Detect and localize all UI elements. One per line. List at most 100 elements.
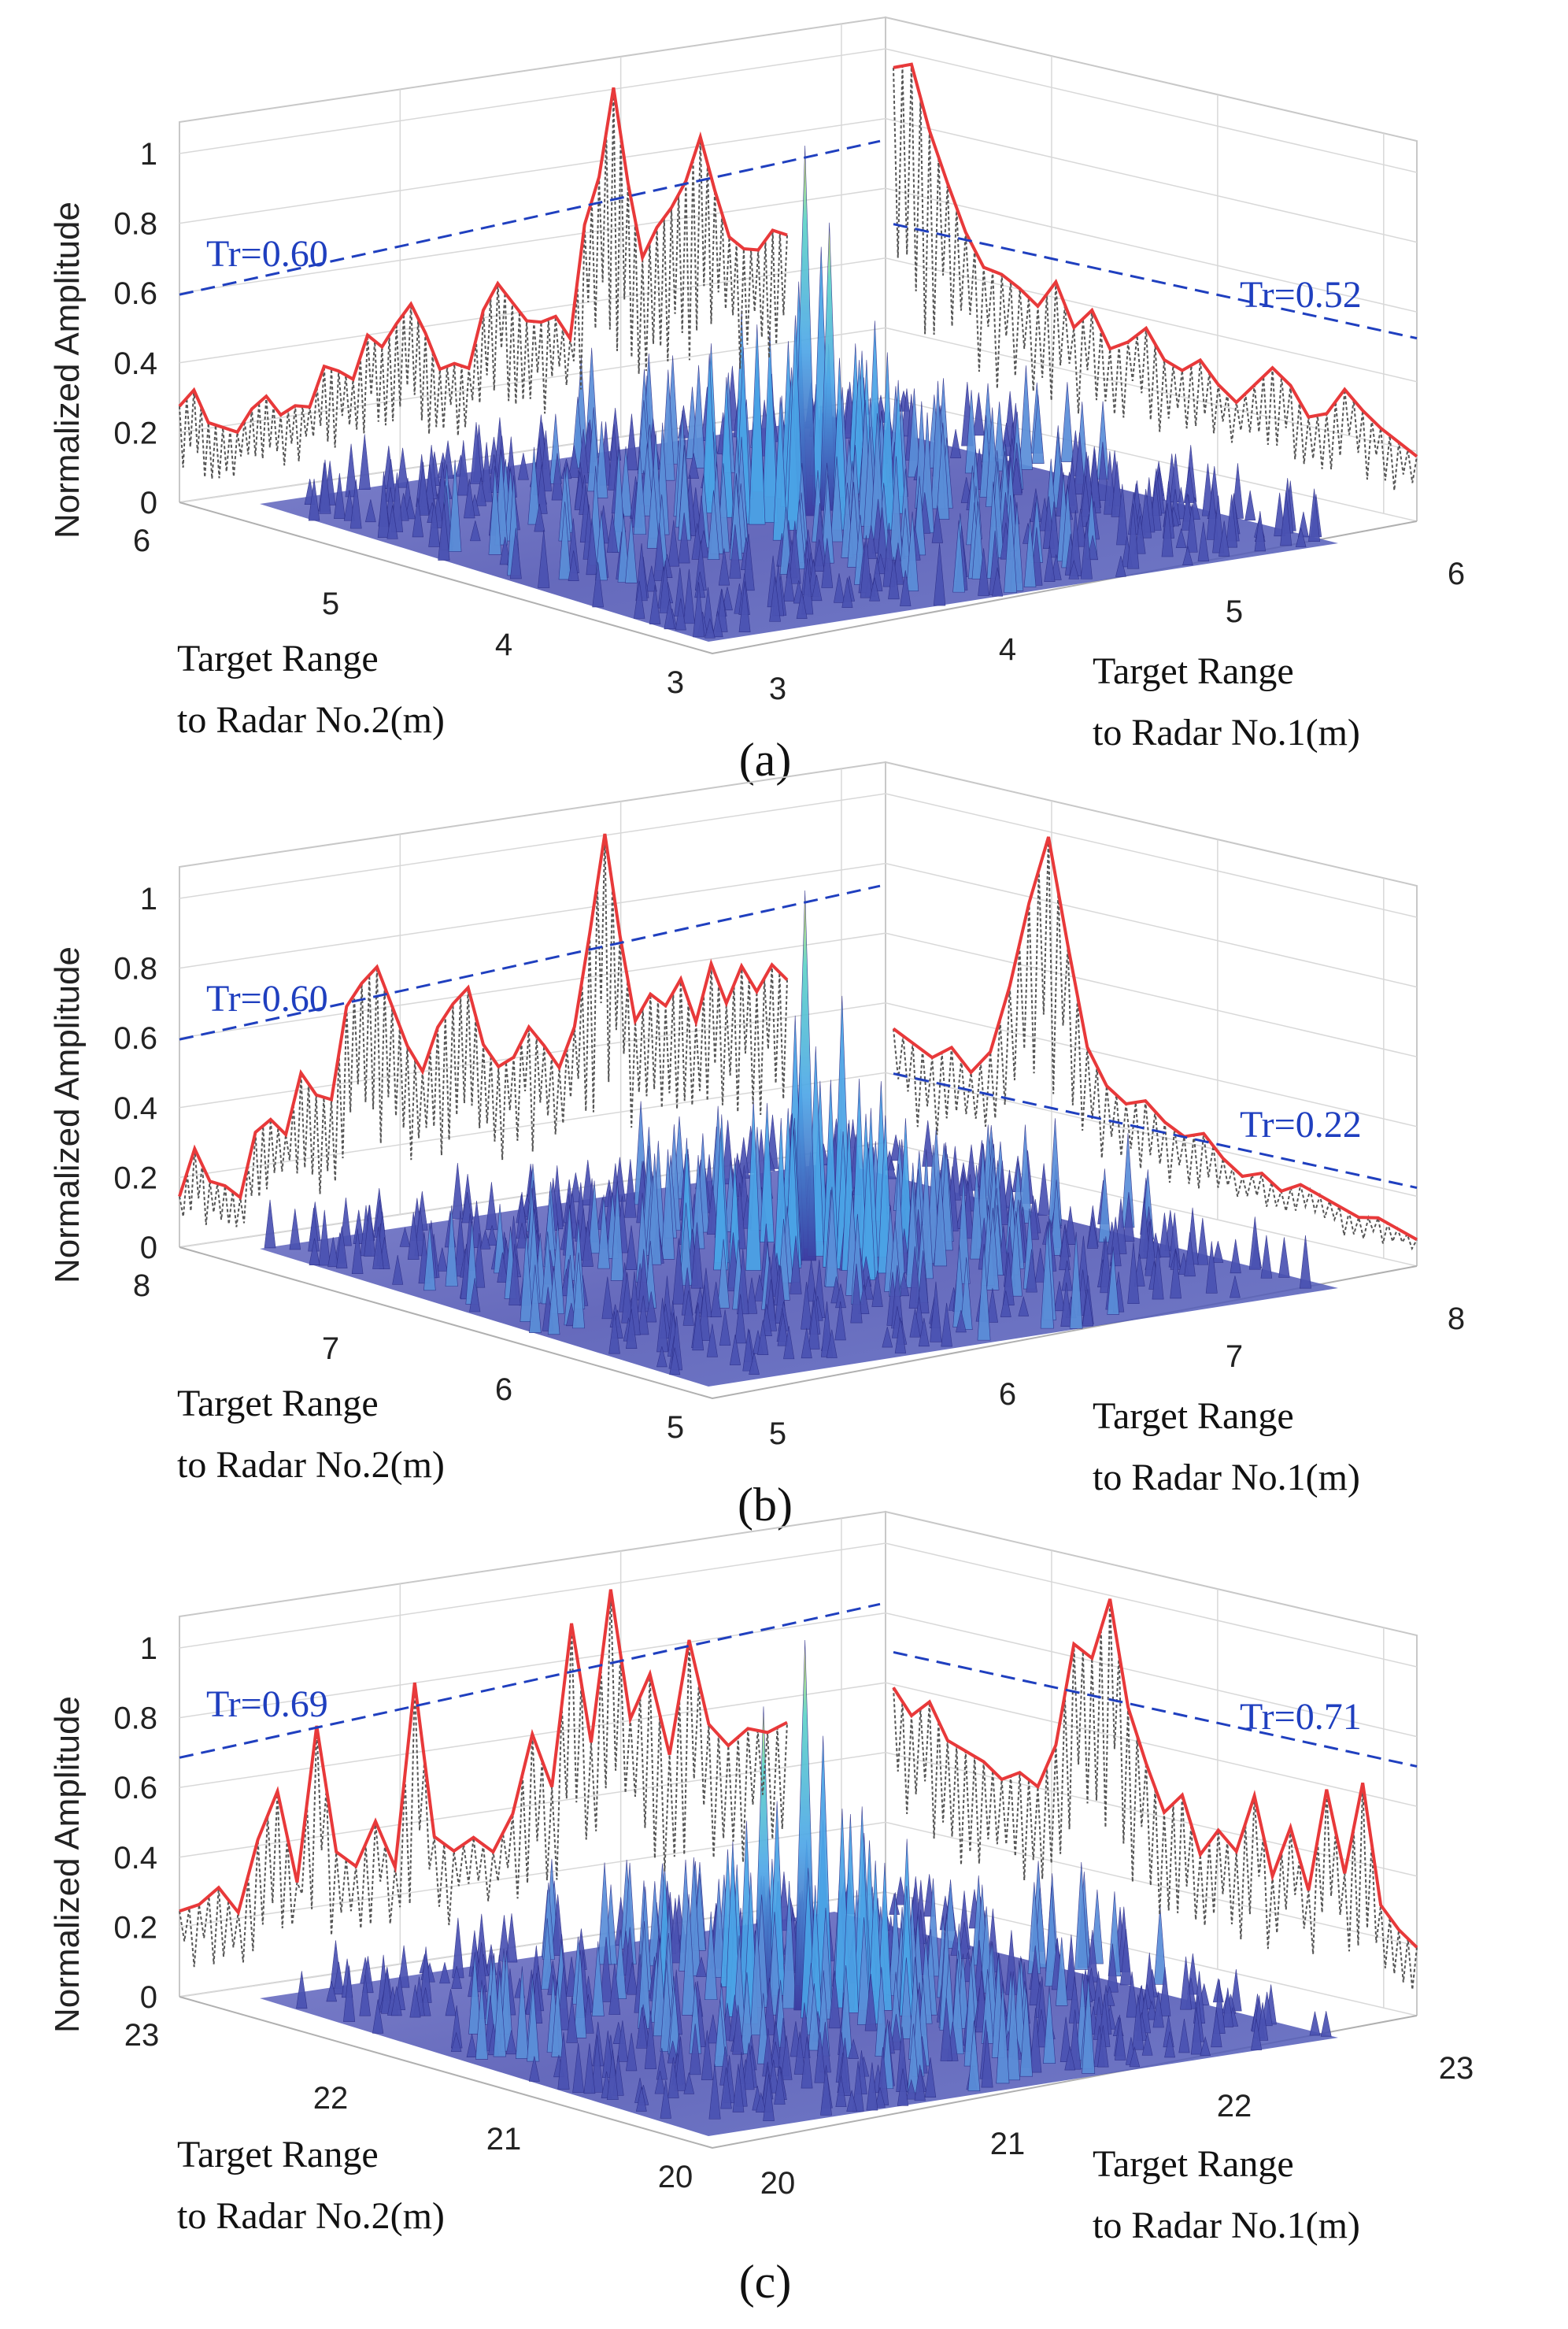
surface-spike-c-301 bbox=[380, 1968, 393, 2014]
surface-spike-c-449 bbox=[689, 2024, 701, 2075]
z-tick-label-c-4: 0.8 bbox=[113, 1701, 157, 1736]
surface-spike-a-343 bbox=[1197, 521, 1209, 561]
surface-spike-c-270 bbox=[608, 1963, 621, 2015]
surface-spike-c-350 bbox=[1141, 2032, 1153, 2056]
surface-spike-a-332 bbox=[1134, 515, 1146, 554]
z-axis-b: Normalized Amplitude 0 0.2 0.4 0.6 0.8 1 bbox=[48, 882, 157, 1283]
x-tick-label-b-1: 6 bbox=[999, 1377, 1016, 1412]
surface-spike-c-479 bbox=[924, 2057, 937, 2098]
surface-spike-b-310 bbox=[1205, 1241, 1218, 1294]
surface-spike-a-269 bbox=[749, 324, 766, 525]
surface-spike-c-278 bbox=[591, 1941, 605, 2016]
surface-spike-a-352 bbox=[1087, 535, 1099, 561]
surface-spike-c-454 bbox=[814, 2031, 827, 2083]
surface-spike-a-315 bbox=[1185, 503, 1198, 553]
z-tick-label-b-3: 0.6 bbox=[113, 1021, 157, 1056]
surface-spike-a-99 bbox=[1073, 432, 1086, 494]
surface-spike-b-295 bbox=[407, 1212, 420, 1260]
surface-spike-a-105 bbox=[661, 369, 675, 481]
surface-spike-a-361 bbox=[412, 498, 424, 538]
threshold-line-radar2-a bbox=[179, 139, 881, 296]
x-axis-label-line1-a: Target Range bbox=[1093, 650, 1294, 692]
surface-spike-c-356 bbox=[1164, 2031, 1176, 2058]
surface-spike-a-275 bbox=[1280, 491, 1292, 546]
surface-spike-a-225 bbox=[701, 354, 717, 513]
y-ticks-radar2-b: 5 6 7 8 bbox=[133, 1268, 684, 1445]
surface-spike-c-71 bbox=[552, 1894, 564, 1956]
threshold-line-radar2-b bbox=[179, 884, 881, 1041]
surface-spike-c-299 bbox=[864, 1974, 877, 2031]
surface-spike-b-511 bbox=[608, 1311, 620, 1354]
surface-spike-b-433 bbox=[1060, 1282, 1072, 1327]
surface-spike-c-183 bbox=[627, 1961, 638, 1995]
surface-spike-a-513 bbox=[738, 581, 751, 633]
surface-spike-c-313 bbox=[409, 1984, 421, 2018]
right-wall-c bbox=[885, 1510, 1418, 2016]
threshold-line-radar2-c bbox=[179, 1602, 881, 1759]
surface-spike-c-445 bbox=[996, 1980, 1010, 2084]
surface-spike-b-56 bbox=[1037, 1163, 1050, 1216]
y-axis-label-line1-c: Target Range bbox=[177, 2134, 379, 2175]
y-tick-label-b-3: 8 bbox=[133, 1268, 150, 1303]
surface-spike-b-321 bbox=[1230, 1276, 1241, 1298]
surface-spike-a-463 bbox=[558, 502, 571, 580]
surface-spike-c-292 bbox=[296, 1971, 308, 2009]
surface-spike-b-496 bbox=[808, 1300, 820, 1350]
surface-spike-b-427 bbox=[745, 1277, 758, 1314]
surface-spike-a-165 bbox=[397, 447, 409, 488]
surface-spike-c-450 bbox=[780, 2035, 793, 2080]
surface-spike-c-314 bbox=[359, 1974, 371, 2016]
surface-spike-b-197 bbox=[1196, 1217, 1209, 1265]
surface-spike-c-487 bbox=[557, 2032, 570, 2090]
surface-spike-c-508 bbox=[852, 2061, 864, 2112]
surface-spike-b-246 bbox=[588, 1180, 601, 1254]
surface-spike-a-398 bbox=[707, 490, 720, 561]
surface-spike-c-331 bbox=[1132, 1994, 1145, 2050]
surface-spike-c-425 bbox=[493, 1971, 506, 2057]
surface-spike-a-419 bbox=[668, 520, 680, 567]
surface-spike-a-214 bbox=[345, 443, 357, 498]
surface-spike-a-287 bbox=[319, 459, 331, 514]
surface-spike-b-391 bbox=[754, 1274, 765, 1302]
surface-spike-b-63 bbox=[570, 1172, 582, 1202]
surface-spike-a-296 bbox=[1116, 483, 1129, 546]
surface-spike-b-439 bbox=[1069, 1231, 1083, 1329]
surface-spike-a-504 bbox=[796, 591, 808, 619]
surface-spike-c-400 bbox=[848, 2038, 859, 2059]
panel-label-b: (b) bbox=[738, 1479, 793, 1531]
surface-spike-a-229 bbox=[475, 477, 487, 506]
surface-spike-a-194 bbox=[457, 440, 470, 496]
surface-spike-b-302 bbox=[597, 1194, 610, 1269]
z-axis-c: Normalized Amplitude 0 0.2 0.4 0.6 0.8 1 bbox=[48, 1631, 157, 2033]
surface-spike-b-338 bbox=[372, 1226, 384, 1269]
surface-spike-a-467 bbox=[992, 567, 1004, 597]
surface-spike-a-300 bbox=[1254, 511, 1267, 552]
surface-spike-c-486 bbox=[683, 2072, 695, 2094]
surface-spike-a-327 bbox=[772, 397, 788, 541]
z-tick-label-b-4: 0.8 bbox=[113, 952, 157, 987]
y-tick-label-a-1: 4 bbox=[495, 628, 512, 662]
surface-spike-a-369 bbox=[377, 472, 390, 538]
surface-spike-c-364 bbox=[707, 2014, 719, 2044]
z-gridline-b-5 bbox=[179, 793, 1418, 918]
surface-spike-b-410 bbox=[1000, 1290, 1011, 1317]
z-tick-label-c-1: 0.2 bbox=[113, 1910, 157, 1945]
y-tick-label-a-0: 3 bbox=[667, 665, 684, 700]
threshold-line-radar1-a bbox=[893, 223, 1418, 340]
surface-spike-b-268 bbox=[264, 1199, 276, 1249]
surface-spike-b-206 bbox=[970, 1164, 984, 1260]
z-tick-label-a-1: 0.2 bbox=[113, 416, 157, 450]
surface-spike-a-476 bbox=[860, 535, 873, 598]
surface-spike-b-345 bbox=[610, 1179, 624, 1281]
surface-spike-b-459 bbox=[645, 1291, 657, 1323]
surface-spike-a-406 bbox=[488, 465, 502, 555]
surface-spike-a-316 bbox=[308, 479, 320, 521]
surface-spike-a-433 bbox=[499, 536, 511, 565]
surface-spike-a-388 bbox=[612, 446, 626, 553]
surface-spike-a-458 bbox=[821, 538, 834, 588]
surface-spike-a-510 bbox=[649, 584, 661, 624]
y-tick-label-c-1: 21 bbox=[486, 2122, 522, 2157]
surface-spike-b-515 bbox=[656, 1346, 668, 1368]
surface-spike-c-118 bbox=[712, 1879, 726, 1978]
z-gridline-a-2 bbox=[179, 257, 1418, 383]
